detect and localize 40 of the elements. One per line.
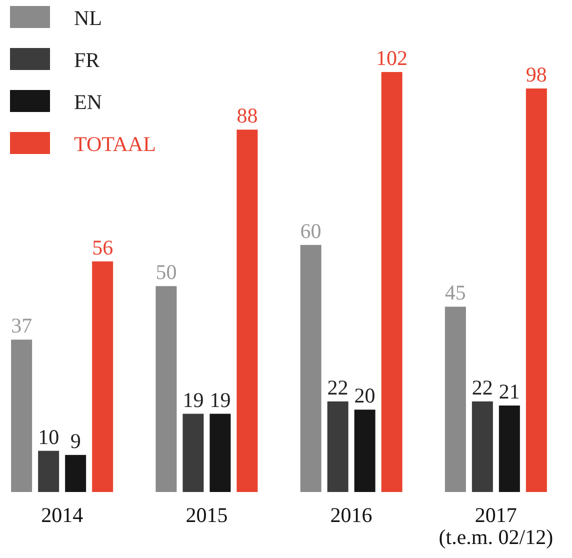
data-label: 37 — [11, 314, 32, 338]
data-label: 102 — [376, 46, 408, 70]
data-label: 20 — [354, 384, 376, 408]
bar — [182, 414, 204, 492]
bar — [38, 450, 60, 492]
bar — [236, 130, 258, 492]
data-label: 19 — [210, 388, 231, 412]
bar — [11, 340, 32, 492]
bar — [65, 454, 86, 492]
legend-label: FR — [74, 48, 100, 72]
bar — [444, 306, 466, 492]
bar — [210, 414, 231, 492]
bar — [526, 88, 547, 492]
data-label: 98 — [526, 62, 547, 86]
data-label: 56 — [92, 235, 114, 260]
data-label: 50 — [156, 260, 177, 284]
bar — [498, 406, 520, 492]
bar — [327, 401, 348, 492]
data-label: 19 — [182, 388, 204, 412]
bar — [300, 244, 322, 492]
legend-label: TOTAAL — [74, 132, 156, 156]
x-tick-label: 2016 — [330, 503, 372, 527]
legend-label: EN — [74, 90, 102, 114]
data-label: 21 — [498, 380, 520, 404]
bar — [354, 410, 376, 492]
data-label: 22 — [327, 375, 348, 400]
legend-label: NL — [74, 6, 102, 30]
x-tick-label: 2014 — [41, 503, 84, 527]
x-tick-label: 2017 (t.e.m. 02/12) — [438, 503, 554, 549]
bar — [472, 401, 493, 492]
data-label: 45 — [444, 280, 466, 305]
data-label: 88 — [236, 104, 258, 128]
data-label: 9 — [70, 428, 81, 453]
bar — [92, 261, 114, 492]
bar — [156, 286, 177, 492]
data-label: 10 — [38, 424, 60, 449]
data-label: 60 — [300, 218, 322, 243]
data-label: 22 — [472, 375, 493, 400]
x-tick-label: 2015 — [186, 503, 228, 527]
bar — [381, 72, 402, 492]
